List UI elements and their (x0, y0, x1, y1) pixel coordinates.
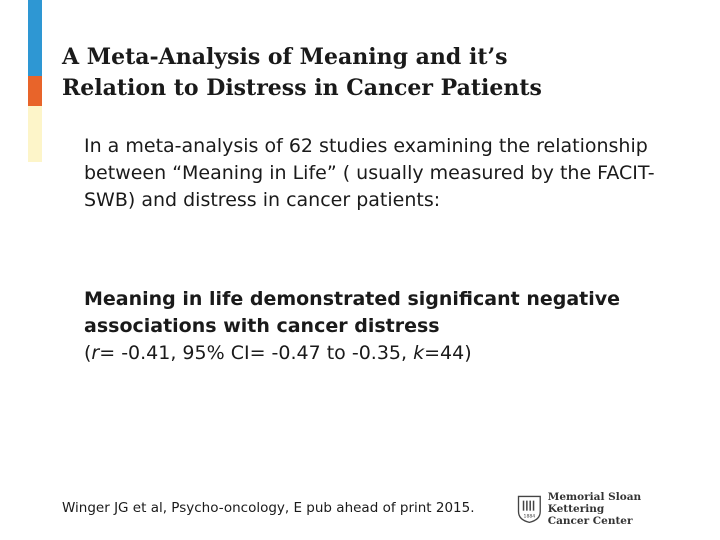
logo-line-1: Memorial Sloan Kettering (547, 491, 642, 515)
finding-paragraph: Meaning in life demonstrated significant… (84, 286, 684, 367)
slide-title: A Meta-Analysis of Meaning and it’s Rela… (62, 42, 702, 104)
k-symbol: k (413, 342, 425, 364)
k-value: =44) (424, 342, 472, 364)
msk-seal-icon: 1884 (517, 495, 541, 524)
msk-logo: 1884 Memorial Sloan Kettering Cancer Cen… (516, 491, 676, 527)
title-line-2: Relation to Distress in Cancer Patients (62, 75, 542, 101)
accent-bar-cream (28, 106, 42, 162)
citation: Winger JG et al, Psycho-oncology, E pub … (62, 500, 475, 516)
logo-line-2: Cancer Center (547, 515, 633, 527)
logo-text: Memorial Sloan Kettering Cancer Center (548, 491, 676, 527)
r-symbol: r (91, 342, 100, 364)
accent-bar-blue (28, 0, 42, 76)
intro-paragraph: In a meta-analysis of 62 studies examini… (84, 135, 655, 211)
title-line-1: A Meta-Analysis of Meaning and it’s (62, 44, 508, 70)
r-value: = -0.41, 95% CI= -0.47 to -0.35, (99, 342, 414, 364)
accent-bar-orange (28, 76, 42, 106)
logo-year: 1884 (524, 513, 536, 519)
finding-bold-text: Meaning in life demonstrated significant… (84, 288, 621, 337)
stats-open: ( (84, 342, 92, 364)
